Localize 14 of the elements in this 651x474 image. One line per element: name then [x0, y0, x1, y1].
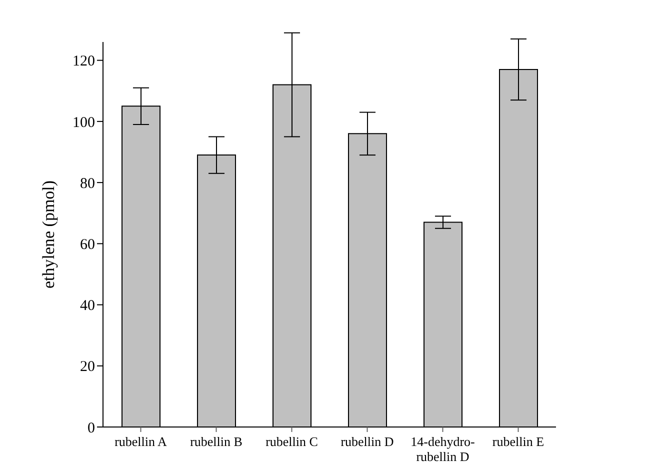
y-tick-label: 40	[80, 298, 95, 314]
x-tick-label: rubellin D	[340, 434, 394, 449]
x-tick-label: rubellin E	[492, 434, 544, 449]
y-tick-label: 20	[80, 359, 95, 376]
x-tick-label: rubellin B	[190, 434, 243, 449]
y-tick-label: 100	[72, 114, 95, 131]
y-axis-title: ethylene (pmol)	[39, 180, 58, 289]
y-tick-label: 60	[80, 236, 95, 253]
x-tick-label: rubellin A	[114, 434, 168, 449]
y-tick-label: 0	[88, 420, 95, 436]
x-tick-label: rubellin C	[266, 434, 318, 449]
y-tick-label: 80	[80, 176, 95, 192]
y-tick-label: 120	[72, 54, 95, 70]
x-tick-label: 14-dehydro- rubellin D	[410, 434, 475, 464]
